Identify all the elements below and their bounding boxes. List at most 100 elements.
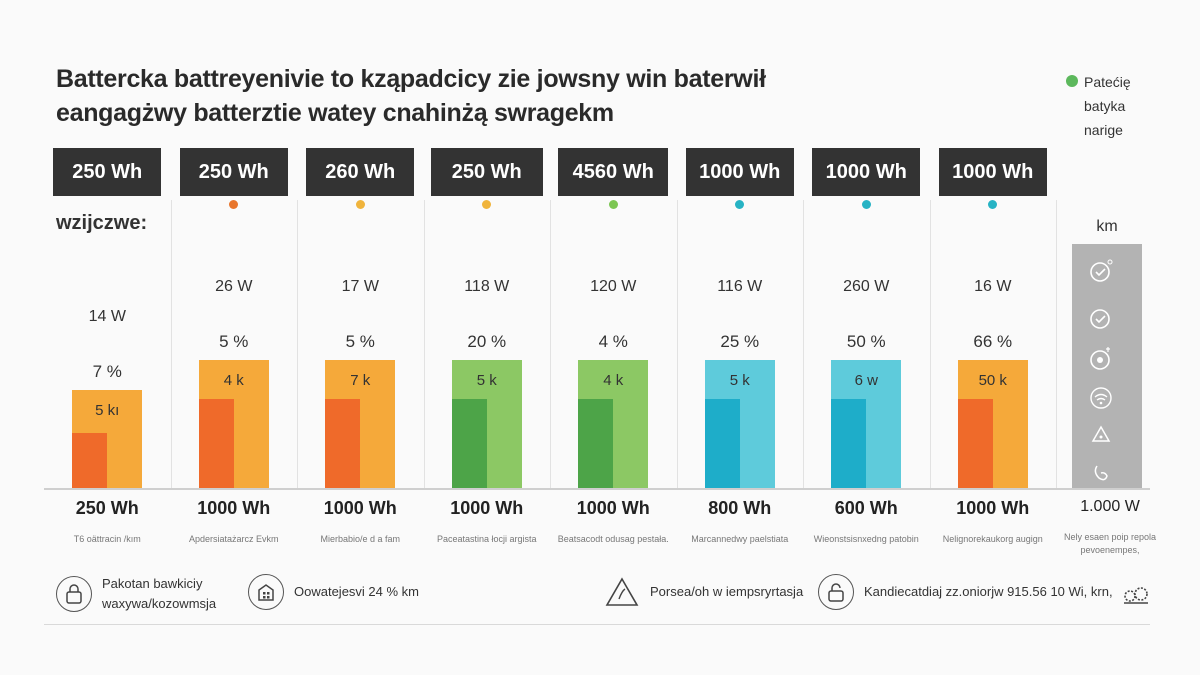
column-divider bbox=[676, 200, 678, 490]
side-subtext-line-2: pevoenempes, bbox=[1080, 545, 1140, 555]
bar: 5 kı bbox=[72, 389, 143, 488]
power-label: 260 W bbox=[843, 278, 890, 296]
footer-item-1: Pakotan bawkiciy waxywa/kozowmsja bbox=[56, 574, 216, 614]
legend-line-2: batyka bbox=[1084, 98, 1126, 114]
footer-divider bbox=[44, 624, 1150, 625]
bar: 4 k bbox=[198, 360, 269, 488]
capacity-footer: 1000 Wh bbox=[450, 498, 524, 518]
footer-item-1-line-1: Pakotan bawkiciy bbox=[102, 576, 203, 591]
series-marker bbox=[608, 200, 618, 209]
chart-baseline bbox=[44, 488, 1150, 490]
capacity-header: 1000 Wh bbox=[938, 148, 1047, 196]
column-divider bbox=[550, 200, 551, 490]
capacity-header: 250 Wh bbox=[430, 148, 543, 196]
percent-label: 5 % bbox=[345, 332, 375, 352]
side-capacity: 1.000 W bbox=[1080, 498, 1140, 515]
bar: 5 k bbox=[451, 360, 522, 488]
bar-inner-segment bbox=[831, 399, 867, 488]
percent-label: 4 % bbox=[598, 332, 628, 352]
bar: 6 w bbox=[831, 360, 902, 488]
power-label: 120 W bbox=[590, 278, 637, 296]
column-subtext: Paceatastina łocji argista bbox=[436, 534, 537, 544]
bar-value-label: 5 kı bbox=[95, 401, 120, 419]
series-marker bbox=[229, 200, 239, 209]
bar: 7 k bbox=[325, 360, 396, 488]
bar-value-label: 5 k bbox=[729, 372, 750, 390]
padlock-icon bbox=[818, 574, 854, 610]
bar-value-label: 4 k bbox=[603, 372, 624, 390]
column-divider bbox=[297, 200, 298, 490]
column-divider bbox=[423, 200, 425, 490]
percent-label: 50 % bbox=[846, 332, 886, 352]
gauge-icon bbox=[1088, 345, 1114, 371]
capacity-footer: 600 Wh bbox=[834, 498, 898, 518]
gear-cluster-icon bbox=[1122, 584, 1150, 612]
title-line-1: Battercka battreyenivie to kząpadcicy zi… bbox=[56, 65, 766, 93]
chart-title: Battercka battreyenivie to kząpadcicy zi… bbox=[56, 62, 856, 130]
bar-inner-segment bbox=[72, 433, 108, 488]
percent-label: 20 % bbox=[467, 332, 507, 352]
capacity-footer: 1000 Wh bbox=[576, 498, 650, 518]
column-subtext: Nelignorekaukorg augign bbox=[942, 534, 1043, 544]
bar-inner-segment bbox=[325, 399, 361, 488]
column-subtext: Marcannedwy paelstiata bbox=[691, 534, 789, 544]
bar-value-label: 6 w bbox=[854, 372, 878, 390]
bar-value-label: 50 k bbox=[978, 372, 1007, 390]
capacity-header: 250 Wh bbox=[179, 148, 288, 196]
series-marker bbox=[861, 200, 871, 209]
power-label: 17 W bbox=[341, 278, 379, 296]
footer-item-1-line-2: waxywa/kozowmsja bbox=[102, 596, 217, 611]
bar: 50 k bbox=[957, 360, 1028, 488]
power-label: 14 W bbox=[88, 307, 126, 325]
power-label: 26 W bbox=[215, 278, 253, 296]
column-subtext: Wieonstsisnxedng patobin bbox=[813, 534, 919, 544]
footer-item-2: Oowatejesvi 24 % km bbox=[248, 574, 419, 610]
bar-inner-segment bbox=[451, 399, 487, 488]
percent-label: 25 % bbox=[720, 332, 760, 352]
series-marker bbox=[482, 200, 492, 209]
bar: 5 k bbox=[704, 360, 775, 488]
side-panel-title: km bbox=[1096, 218, 1118, 235]
percent-label: 66 % bbox=[973, 332, 1013, 352]
series-marker bbox=[355, 200, 365, 209]
battery-icon bbox=[1088, 460, 1114, 486]
column-divider bbox=[803, 200, 804, 490]
footer-item-4-text: Kandiecatdiaj zz.oniorjw 915.56 10 Wi, k… bbox=[864, 584, 1113, 599]
column-subtext: Beatsacodt odusag pestała. bbox=[557, 534, 669, 544]
column-subtext: Mierbabio/e d a fam bbox=[320, 534, 401, 544]
footer-item-2-text: Oowatejesvi 24 % km bbox=[294, 584, 419, 599]
capacity-header: 4560 Wh bbox=[558, 148, 669, 196]
bar-value-label: 5 k bbox=[476, 372, 497, 390]
legend: Patećię batyka narige bbox=[1066, 70, 1176, 142]
section-label: wzijczwe: bbox=[56, 212, 148, 234]
footer-item-4: Kandiecatdiaj zz.oniorjw 915.56 10 Wi, k… bbox=[818, 574, 1113, 610]
check-icon bbox=[1088, 305, 1114, 331]
capacity-header: 1000 Wh bbox=[685, 148, 794, 196]
bar-value-label: 7 k bbox=[350, 372, 371, 390]
footer-item-3-text: Porsea/oh w iempsryrtasja bbox=[650, 584, 804, 599]
capacity-header: 260 Wh bbox=[306, 148, 415, 196]
capacity-footer: 800 Wh bbox=[708, 498, 772, 518]
column-divider bbox=[1056, 200, 1057, 490]
capacity-header: 1000 Wh bbox=[812, 148, 921, 196]
power-label: 116 W bbox=[717, 278, 763, 296]
capacity-footer: 1000 Wh bbox=[956, 498, 1030, 518]
legend-line-3: narige bbox=[1084, 122, 1123, 138]
warning-icon bbox=[604, 574, 640, 610]
bar-inner-segment bbox=[957, 399, 993, 488]
capacity-header: 250 Wh bbox=[53, 148, 162, 196]
title-line-2: eangagżwy batterztie watey cnahinżą swra… bbox=[56, 99, 614, 127]
capacity-footer: 1000 Wh bbox=[197, 498, 271, 518]
bar-inner-segment bbox=[578, 399, 614, 488]
bar-inner-segment bbox=[198, 399, 234, 488]
side-subtext-line-1: Nely esaen poip repola bbox=[1063, 532, 1157, 542]
bar: 4 k bbox=[578, 360, 649, 488]
capacity-footer: 250 Wh bbox=[75, 498, 139, 518]
percent-label: 7 % bbox=[92, 361, 122, 381]
power-label: 118 W bbox=[464, 278, 510, 296]
building-icon bbox=[248, 574, 284, 610]
column-divider bbox=[170, 200, 172, 490]
percent-label: 5 % bbox=[219, 332, 249, 352]
wifi-icon bbox=[1088, 385, 1114, 411]
